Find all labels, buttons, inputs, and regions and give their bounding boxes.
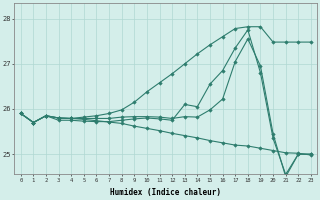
- X-axis label: Humidex (Indice chaleur): Humidex (Indice chaleur): [110, 188, 221, 197]
